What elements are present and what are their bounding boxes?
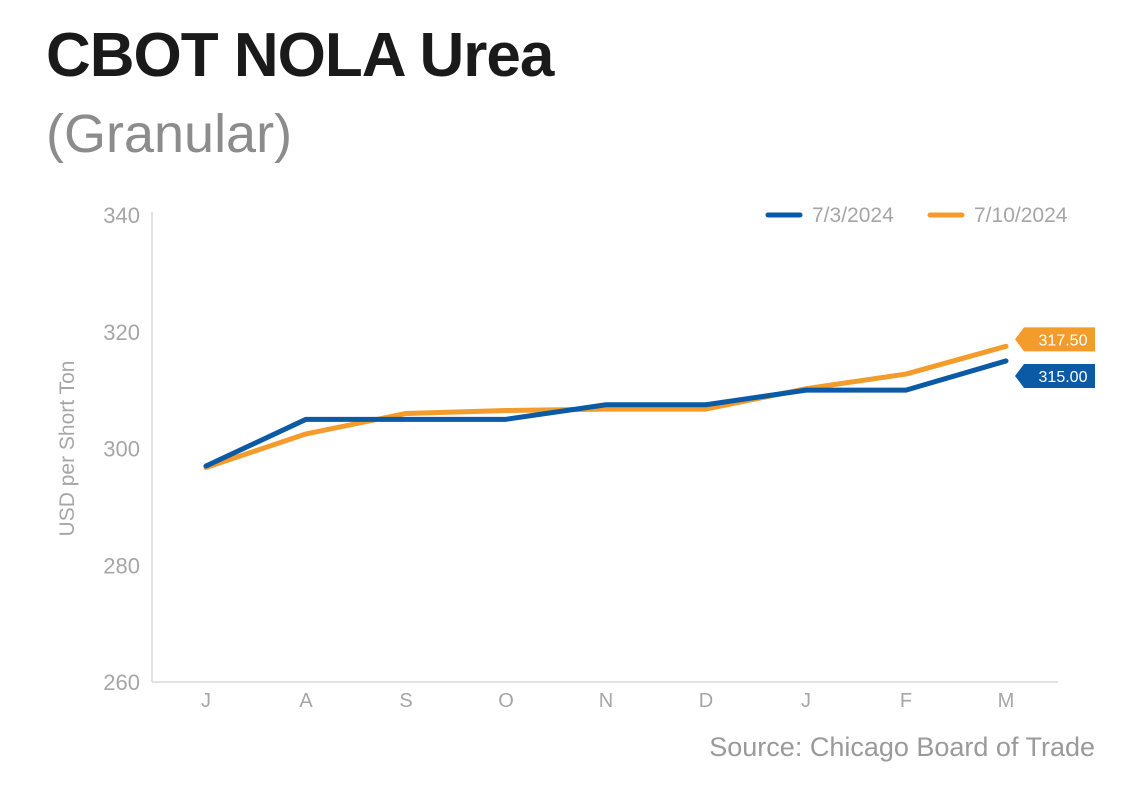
legend-label: 7/10/2024: [974, 204, 1068, 227]
chart-legend: 7/3/2024 7/10/2024: [765, 204, 1068, 227]
x-tick-label: O: [498, 690, 514, 712]
y-tick-label: 340: [103, 203, 140, 228]
end-value-label: 315.00: [1039, 369, 1088, 386]
x-tick-label: J: [801, 690, 811, 712]
x-tick-label: D: [699, 690, 713, 712]
y-tick-label: 260: [103, 670, 140, 695]
end-value-badge: [1015, 363, 1095, 388]
end-value-label: 317.50: [1039, 332, 1088, 349]
series-line-7-3-2024: [203, 358, 1009, 469]
x-tick-label: M: [998, 690, 1015, 712]
chart-title: CBOT NOLA Urea: [46, 21, 554, 90]
chart-subtitle: (Granular): [46, 104, 293, 164]
chart-axes: 260 280 300 320 340 J A S O N D J F M USD per Short To…: [56, 203, 1058, 712]
chart-series: [203, 343, 1009, 470]
x-tick-label: F: [900, 690, 912, 712]
y-tick-label: 320: [103, 320, 140, 345]
y-tick-label: 280: [103, 553, 140, 578]
x-tick-label: A: [299, 690, 313, 712]
end-value-badge: [1015, 327, 1095, 352]
x-tick-label: J: [201, 690, 211, 712]
x-tick-label: N: [599, 690, 613, 712]
y-axis-label: USD per Short Ton: [56, 361, 79, 537]
x-tick-label: S: [399, 690, 412, 712]
source-note: Source: Chicago Board of Trade: [709, 732, 1095, 762]
legend-label: 7/3/2024: [812, 204, 894, 227]
y-tick-label: 300: [103, 437, 140, 462]
series-line-7-10-2024: [203, 343, 1009, 470]
chart-end-labels: 315.00 317.50: [1015, 327, 1095, 388]
